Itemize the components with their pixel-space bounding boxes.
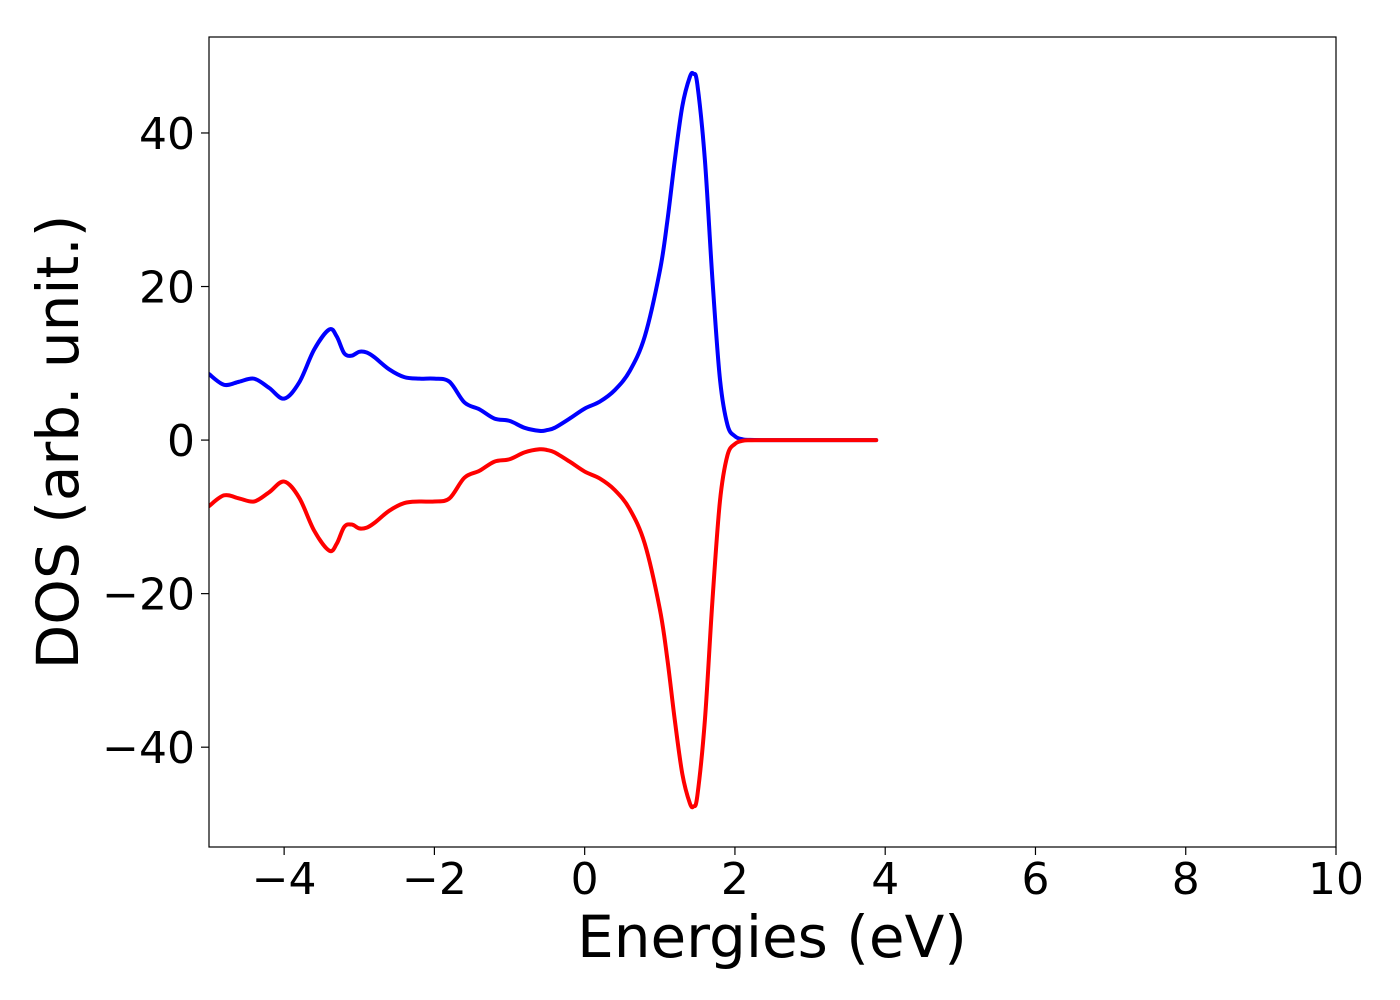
x-tick-label: 4 [871,854,899,905]
x-axis-label: Energies (eV) [577,903,967,971]
plot-frame [208,36,1337,848]
x-tick-label: 0 [571,854,599,905]
x-tick-label: −4 [252,854,317,905]
x-tick-label: −2 [402,854,467,905]
series-line-up [209,70,879,443]
x-tick-label: 10 [1308,854,1364,905]
y-tick-label: −20 [102,570,195,621]
x-tick-label: 6 [1021,854,1049,905]
y-axis-ticks: −40 −20 0 20 40 [102,109,209,774]
y-axis-label: DOS (arb. unit.) [24,215,92,670]
y-tick-label: 20 [139,263,195,314]
x-tick-label: 2 [721,854,749,905]
y-tick-label: 40 [139,109,195,160]
x-tick-label: 8 [1172,854,1200,905]
y-tick-label: −40 [102,723,195,774]
series-line-down [209,438,879,810]
plot-area [209,70,879,810]
x-axis-ticks: −4 −2 0 2 4 6 8 10 [252,847,1364,905]
y-tick-label: 0 [167,416,195,467]
